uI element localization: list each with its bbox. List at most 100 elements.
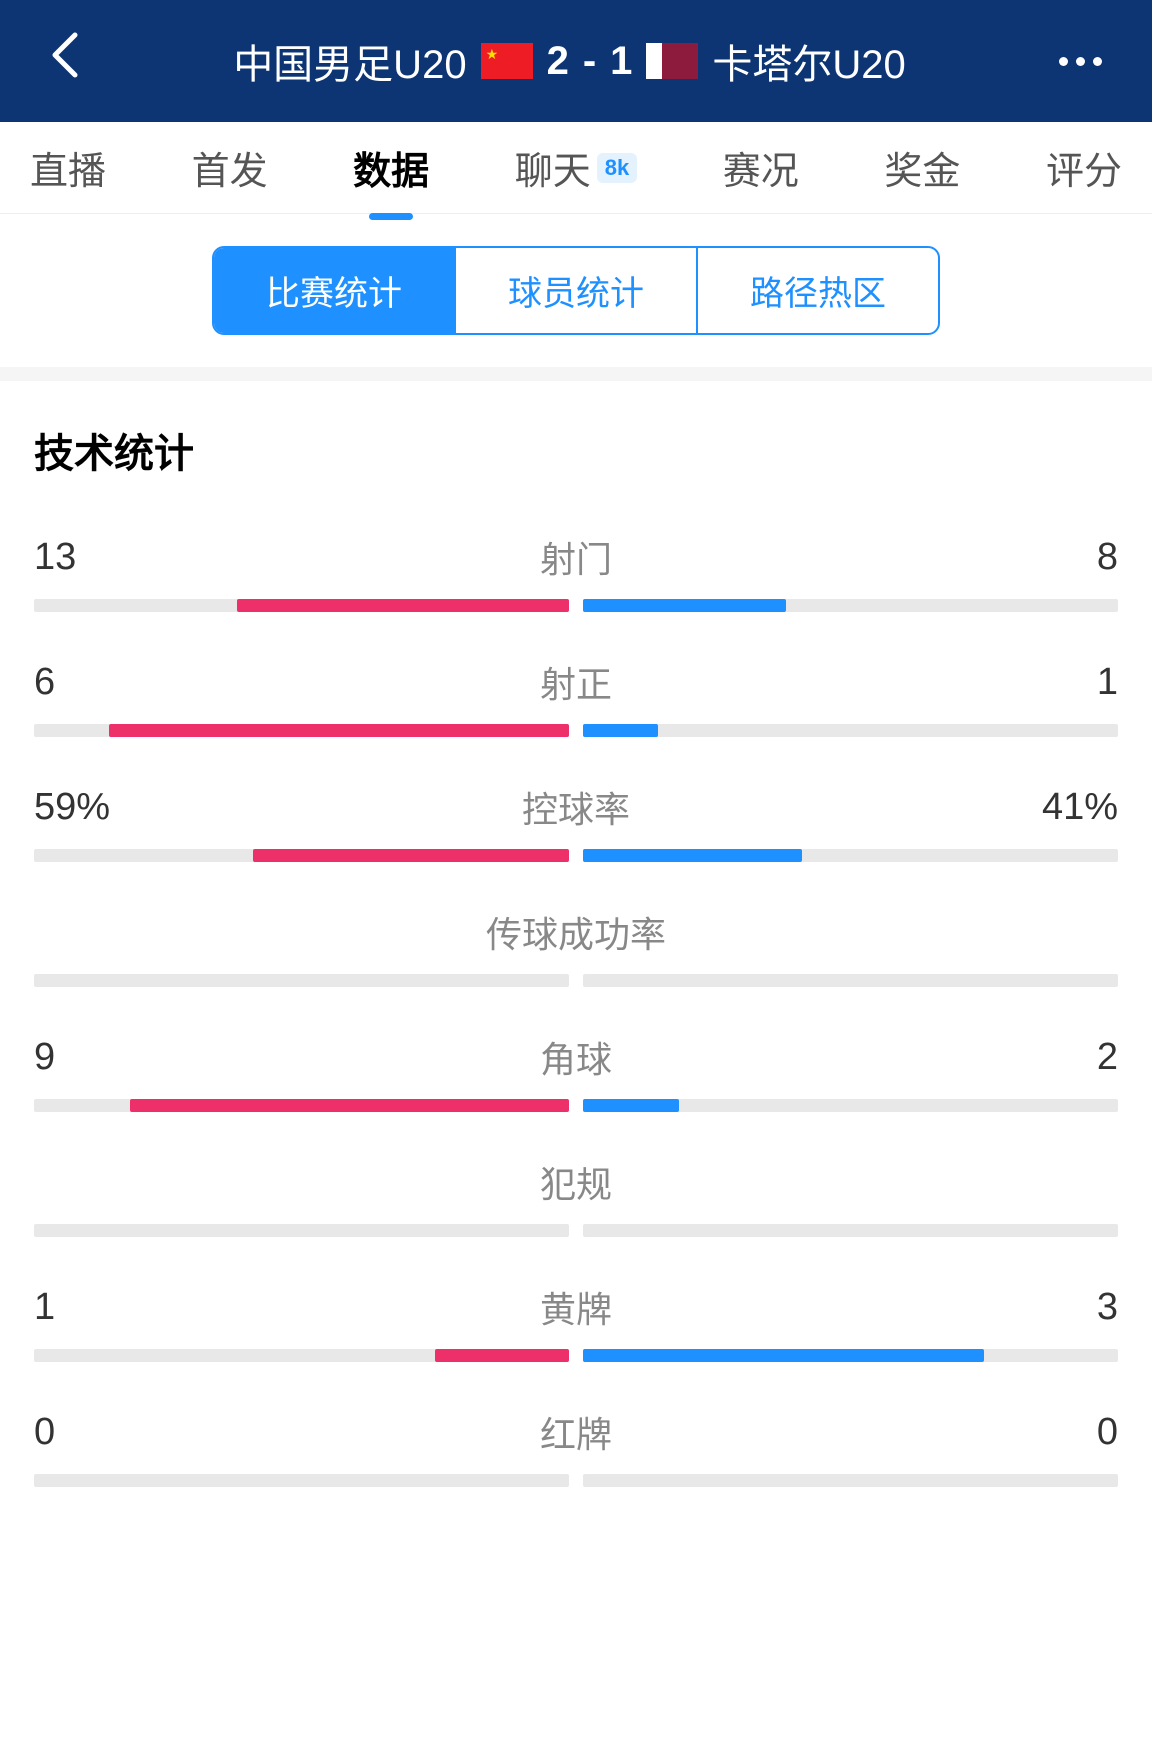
tab-2[interactable]: 数据 [353, 120, 429, 215]
stat-away-value: 41% [1038, 786, 1118, 829]
stat-name: 传球成功率 [114, 906, 1038, 958]
stat-bars [34, 1099, 1118, 1112]
stat-row: 9角球2 [0, 1009, 1152, 1134]
stat-row: 传球成功率 [0, 884, 1152, 1009]
back-button[interactable] [40, 20, 90, 102]
stat-bar-away [583, 1474, 1118, 1487]
tab-4[interactable]: 赛况 [723, 120, 799, 215]
stat-bars [34, 974, 1118, 987]
stat-bar-home-fill [435, 1349, 569, 1362]
stat-name: 黄牌 [114, 1281, 1038, 1333]
stat-bar-away-fill [583, 1349, 984, 1362]
stat-away-value: 3 [1038, 1286, 1118, 1329]
stat-labels: 13射门8 [34, 531, 1118, 583]
stat-away-value: 8 [1038, 536, 1118, 579]
china-flag-icon [481, 43, 533, 79]
stat-bar-away-fill [583, 849, 802, 862]
stat-home-value: 6 [34, 661, 114, 704]
stat-labels: 犯规 [34, 1156, 1118, 1208]
stat-bars [34, 1224, 1118, 1237]
score-separator: - [583, 39, 596, 84]
stat-bars [34, 599, 1118, 612]
sub-tab-1[interactable]: 球员统计 [456, 248, 698, 333]
tab-6[interactable]: 评分 [1046, 120, 1122, 215]
stat-name: 控球率 [114, 781, 1038, 833]
stat-away-value: 0 [1038, 1411, 1118, 1454]
stat-bar-home-fill [109, 724, 569, 737]
stat-name: 犯规 [114, 1156, 1038, 1208]
stat-bar-away [583, 1224, 1118, 1237]
sub-tabs: 比赛统计球员统计路径热区 [212, 246, 940, 335]
stat-name: 角球 [114, 1031, 1038, 1083]
tab-3[interactable]: 聊天8k [515, 120, 638, 215]
tab-label: 首发 [192, 140, 268, 195]
stat-row: 59%控球率41% [0, 759, 1152, 884]
more-dot-icon [1093, 57, 1102, 66]
chevron-left-icon [50, 30, 80, 80]
stat-bars [34, 849, 1118, 862]
tab-label: 直播 [30, 140, 106, 195]
tab-label: 奖金 [884, 140, 960, 195]
stat-bar-away-fill [583, 599, 786, 612]
stat-bar-home [34, 1224, 569, 1237]
stat-labels: 59%控球率41% [34, 781, 1118, 833]
stat-bar-home-fill [237, 599, 569, 612]
stat-bar-home [34, 1099, 569, 1112]
stat-bar-away [583, 599, 1118, 612]
stat-labels: 6射正1 [34, 656, 1118, 708]
qatar-flag-icon [646, 43, 698, 79]
more-dot-icon [1059, 57, 1068, 66]
stat-bar-away [583, 974, 1118, 987]
stat-name: 射正 [114, 656, 1038, 708]
tab-label: 聊天 [515, 140, 591, 195]
away-score: 1 [610, 39, 632, 84]
stat-labels: 传球成功率 [34, 906, 1118, 958]
main-tabs: 直播 首发 数据 聊天8k 赛况 奖金 评分 [0, 122, 1152, 214]
more-dot-icon [1076, 57, 1085, 66]
stat-bar-away-fill [583, 724, 658, 737]
stat-bar-home [34, 1349, 569, 1362]
stat-bar-home [34, 1474, 569, 1487]
more-button[interactable] [1049, 47, 1112, 76]
stat-bar-home [34, 849, 569, 862]
stat-away-value: 1 [1038, 661, 1118, 704]
stat-row: 13射门8 [0, 509, 1152, 634]
tab-label: 数据 [353, 140, 429, 195]
stat-row: 犯规 [0, 1134, 1152, 1259]
stat-bar-home-fill [130, 1099, 569, 1112]
stat-labels: 1黄牌3 [34, 1281, 1118, 1333]
stat-home-value: 59% [34, 786, 114, 829]
stat-bar-home [34, 724, 569, 737]
stat-name: 射门 [114, 531, 1038, 583]
tab-badge: 8k [597, 153, 637, 183]
tab-5[interactable]: 奖金 [884, 120, 960, 215]
sub-tab-0[interactable]: 比赛统计 [214, 248, 456, 333]
sub-tabs-wrapper: 比赛统计球员统计路径热区 [0, 214, 1152, 381]
stat-bars [34, 724, 1118, 737]
stat-bar-away [583, 1099, 1118, 1112]
stat-bar-away [583, 724, 1118, 737]
stat-home-value: 13 [34, 536, 114, 579]
stat-bar-home [34, 974, 569, 987]
stat-bar-away-fill [583, 1099, 679, 1112]
home-score: 2 [547, 39, 569, 84]
stat-bars [34, 1474, 1118, 1487]
match-title: 中国男足U20 2 - 1 卡塔尔U20 [90, 32, 1049, 90]
tab-label: 评分 [1046, 140, 1122, 195]
stat-name: 红牌 [114, 1406, 1038, 1458]
stat-row: 0红牌0 [0, 1384, 1152, 1509]
section-title: 技术统计 [0, 381, 1152, 509]
stat-bar-home-fill [253, 849, 569, 862]
stat-labels: 0红牌0 [34, 1406, 1118, 1458]
tab-label: 赛况 [723, 140, 799, 195]
stat-labels: 9角球2 [34, 1031, 1118, 1083]
home-team-name: 中国男足U20 [233, 32, 466, 90]
stat-home-value: 9 [34, 1036, 114, 1079]
stat-bar-away [583, 849, 1118, 862]
stat-home-value: 0 [34, 1411, 114, 1454]
sub-tab-2[interactable]: 路径热区 [698, 248, 938, 333]
stats-container: 13射门86射正159%控球率41%传球成功率9角球2犯规1黄牌30红牌0 [0, 509, 1152, 1509]
stat-home-value: 1 [34, 1286, 114, 1329]
tab-1[interactable]: 首发 [192, 120, 268, 215]
tab-0[interactable]: 直播 [30, 120, 106, 215]
